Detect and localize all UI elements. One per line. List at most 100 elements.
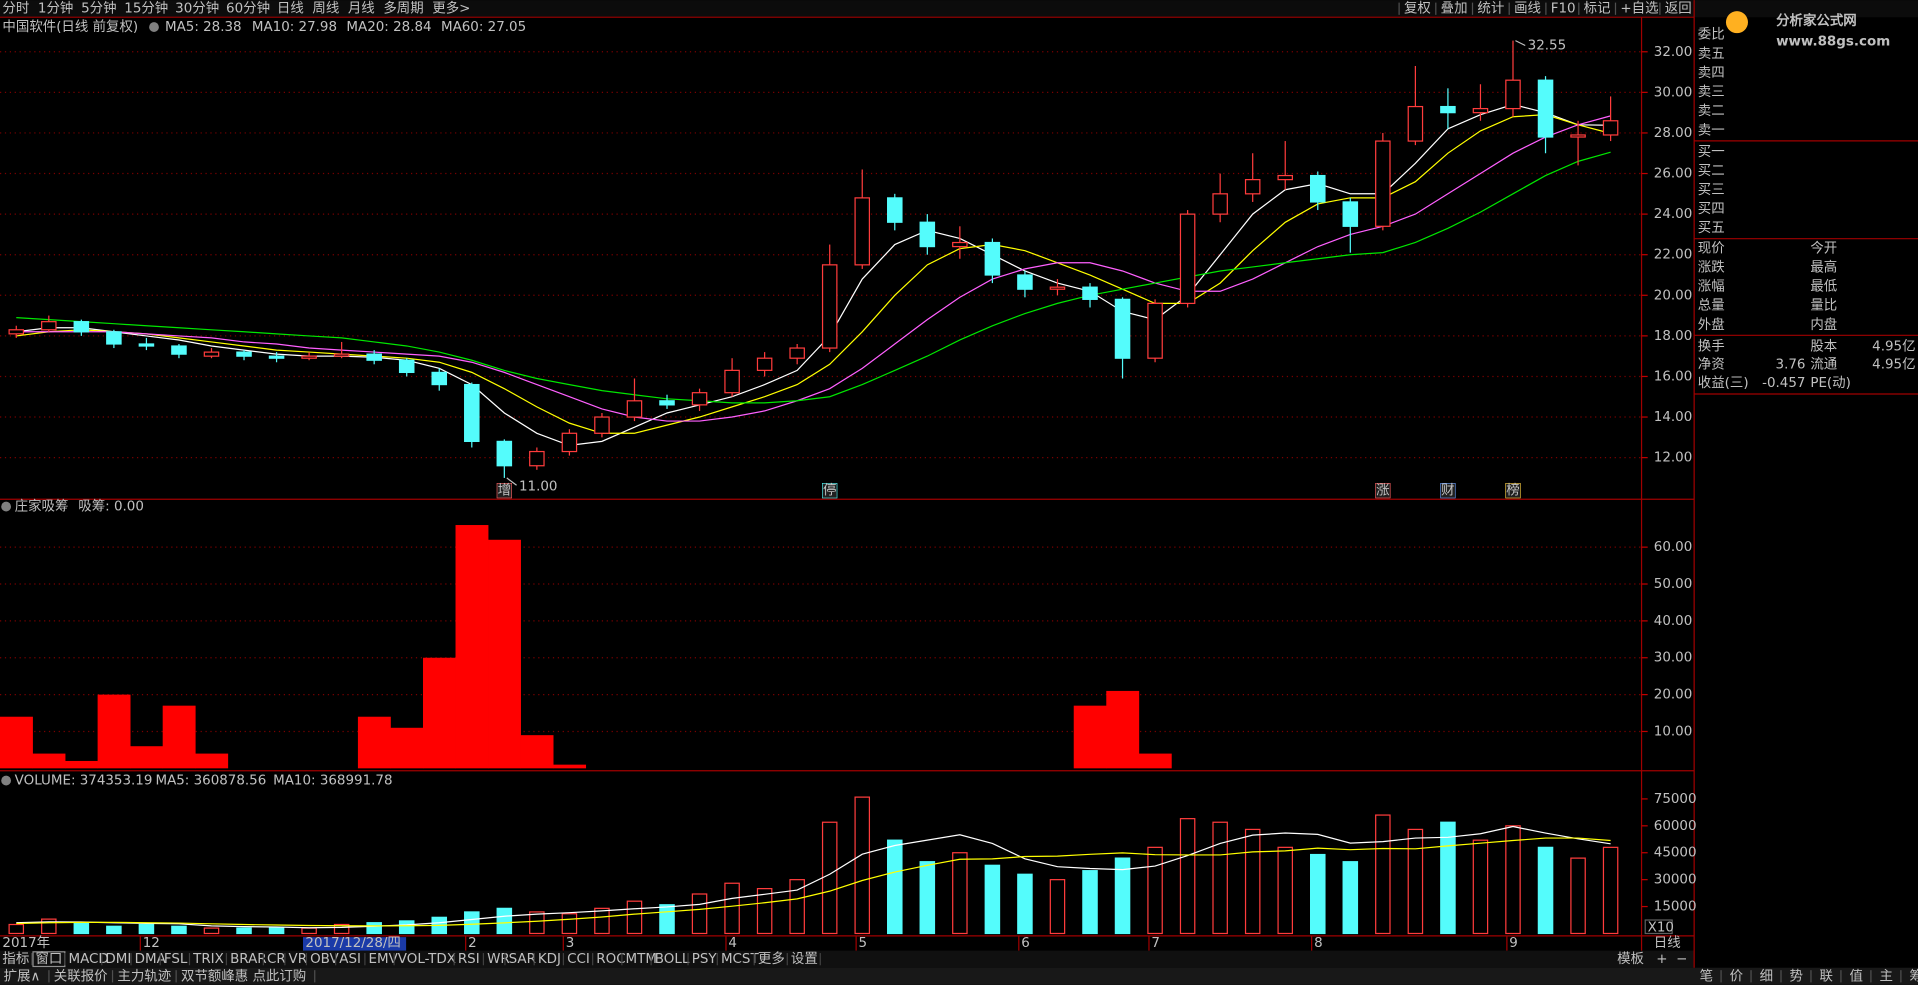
tool-item[interactable]: DMA [135,952,167,967]
tool-item[interactable]: TRIX [192,952,224,967]
menu-tab[interactable]: 日线 [277,1,304,17]
menu-tool[interactable]: +自选 [1620,1,1658,17]
bar [97,694,131,769]
fund-label: PE(动) [1810,375,1851,391]
tool-item[interactable]: CR [267,952,286,967]
event-marker [1505,483,1521,499]
y-tick-label: 32.00 [1654,45,1692,60]
tool-item[interactable]: FSL [164,952,188,967]
volume-bar [1179,818,1196,935]
bar [65,760,98,769]
tool-item[interactable]: BRAR [230,952,267,967]
event-marker [822,483,838,499]
quote-label: 外盘 [1698,316,1725,333]
tool-item[interactable]: 更多 [758,950,785,967]
tool-item[interactable]: ASI [339,952,361,967]
candle-body [8,329,25,335]
tool-right[interactable]: 模板 [1617,951,1644,967]
y-tick-label: 50.00 [1654,577,1692,592]
y-tick-label: 28.00 [1654,126,1692,141]
quote-label: 卖三 [1698,84,1725,100]
menu-tab[interactable]: 5分钟 [81,0,116,17]
tool-item[interactable]: 设置 [791,951,818,967]
fund-value: -0.457 [1762,376,1805,391]
volume-bar [1472,839,1489,935]
status-icon[interactable]: 势 [1790,968,1803,984]
tool-item[interactable]: VOL-TDX [398,952,456,967]
tool-item[interactable]: OBV [310,952,339,967]
y-tick-label: 20.00 [1654,288,1692,303]
menu-tab[interactable]: 60分钟 [226,0,270,17]
quote-label: 总量 [1698,298,1725,314]
x-tick-label: 2017/12/28/四 [305,936,400,951]
tool-item[interactable]: DMI [105,952,131,967]
tool-item[interactable]: EMV [369,952,399,967]
menu-tab[interactable]: 多周期 [383,0,423,17]
status-item[interactable]: 主力轨迹 [117,968,171,984]
menu-tool[interactable]: 标记 [1584,1,1611,17]
candle-body [366,353,382,361]
menu-tool[interactable]: 统计 [1477,1,1504,17]
menu-tab[interactable]: 30分钟 [175,0,219,17]
status-item[interactable]: 扩展∧ [4,968,41,984]
tool-item[interactable]: KDJ [538,952,561,967]
menu-tab[interactable]: 15分钟 [124,0,168,17]
status-item[interactable]: 关联报价 [54,968,108,984]
x-tick-label: 2 [468,936,477,951]
tool-item[interactable]: 窗口 [35,950,62,967]
tool-item[interactable]: CCI [567,952,590,967]
candle-body [431,371,448,386]
candle-body [1277,174,1294,181]
status-icon[interactable]: 主 [1879,968,1892,984]
annotation-arrow [1515,40,1526,47]
candle-body [561,432,578,453]
menu-tab[interactable]: 更多> [432,0,470,17]
candle-body [106,331,122,345]
tool-item[interactable]: RSI [458,952,480,967]
candle-body [1342,201,1359,227]
tool-item[interactable]: WR [487,952,510,967]
menu-tool[interactable]: 返回 [1665,1,1692,17]
status-icon[interactable]: 笔 [1700,968,1713,984]
tool-item[interactable]: 指标 [2,951,29,967]
quote-label: 今开 [1810,240,1837,256]
menu-tab[interactable]: 月线 [348,1,375,17]
tool-item[interactable]: SAR [509,952,536,967]
candle-body [333,353,350,357]
x-tick-label: 12 [143,936,160,951]
volume-bar [1375,814,1391,935]
tool-item[interactable]: MACD [69,952,109,967]
tool-item[interactable]: MTM [626,952,657,967]
menu-tab[interactable]: 周线 [312,1,339,17]
menu-tool[interactable]: F10 [1551,2,1576,17]
volume-bar [1440,821,1456,935]
legend-entry: VOLUME: 374353.19 [15,774,153,789]
tool-right[interactable]: − [1676,952,1687,967]
tool-right[interactable]: + [1656,952,1667,967]
menu-tool[interactable]: 画线 [1514,1,1541,17]
status-icon[interactable]: 价 [1730,969,1744,984]
status-icon[interactable]: 细 [1760,968,1773,984]
volume-bar [1017,873,1033,935]
title-icon [1,501,12,512]
status-icon[interactable]: 筹 [1909,967,1918,984]
tool-item[interactable]: VR [289,952,308,967]
menu-tab[interactable]: 分时 [2,1,29,17]
status-icon[interactable]: 联 [1820,968,1833,984]
tool-item[interactable]: BOLL [655,952,690,967]
status-icon[interactable]: 值 [1850,968,1863,984]
menu-tool[interactable]: 叠加 [1441,1,1468,17]
tool-item[interactable]: ROC [596,952,625,967]
tool-item[interactable]: PSY [692,952,718,967]
menu-tab[interactable]: 1分钟 [38,0,73,17]
x-tick-label: 6 [1021,936,1030,951]
fund-value: 3.76 [1776,358,1806,373]
tool-item[interactable]: MCST [721,952,760,967]
candle-body [203,351,220,357]
status-item[interactable]: 双节额峰惠 点此订购 [181,968,306,984]
x-tick-label: 8 [1314,936,1323,951]
title-icon [149,22,159,32]
menu-tool[interactable]: 复权 [1404,0,1431,17]
